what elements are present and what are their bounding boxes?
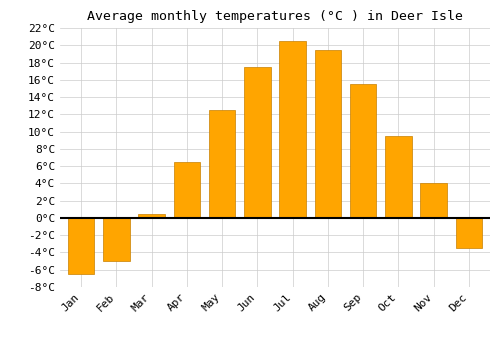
Bar [68,218,94,274]
Bar [385,136,411,218]
Bar [350,84,376,218]
Bar [138,214,165,218]
Bar [103,218,130,261]
Bar [244,67,270,218]
Bar [420,183,447,218]
Bar [280,41,306,218]
Bar [174,162,200,218]
Bar [209,110,236,218]
Bar [456,218,482,248]
Bar [314,50,341,218]
Title: Average monthly temperatures (°C ) in Deer Isle: Average monthly temperatures (°C ) in De… [87,10,463,23]
